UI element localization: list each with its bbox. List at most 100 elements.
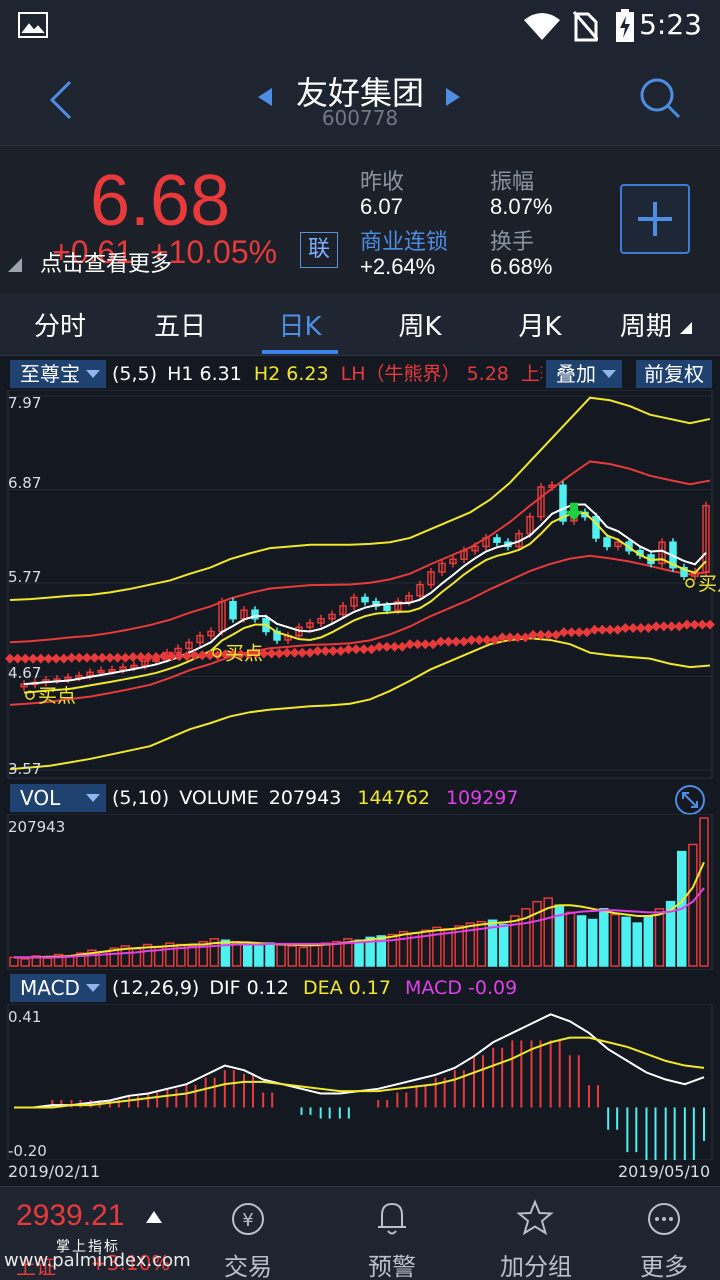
vol-indicator-select[interactable]: VOL: [10, 784, 106, 812]
nav-trade[interactable]: ¥ 交易: [176, 1187, 320, 1280]
lh-diamond: [181, 651, 192, 662]
lh-diamond: [151, 651, 162, 662]
main-indicator-select[interactable]: 至尊宝: [10, 360, 106, 388]
nav-alert[interactable]: 预警: [320, 1187, 464, 1280]
lh-diamond: [428, 639, 439, 650]
tab-five-day[interactable]: 五日: [153, 312, 206, 342]
candle: [680, 566, 688, 577]
add-watchlist-button[interactable]: [620, 184, 690, 254]
arrow-up-icon: [146, 1211, 162, 1223]
macd-y-bottom: -0.20: [8, 1142, 47, 1160]
y-label-2: 6.87: [8, 474, 42, 492]
volume-bar: [9, 956, 19, 967]
lh-diamond: [112, 652, 123, 663]
lh-diamond: [435, 636, 446, 647]
volume-bar: [621, 916, 631, 967]
overlay-button[interactable]: 叠加: [546, 360, 622, 388]
volume-frame: [7, 814, 713, 970]
lh-diamond: [451, 636, 462, 647]
volume-bar: [53, 953, 64, 967]
lh-diamond: [389, 641, 400, 652]
date-start: 2019/02/11: [8, 1162, 101, 1181]
tab-intraday[interactable]: 分时: [33, 312, 86, 342]
buy-point-label: 买点: [38, 685, 76, 707]
candle: [229, 600, 237, 620]
amplitude-label: 振幅: [490, 170, 535, 195]
search-icon[interactable]: [638, 76, 682, 120]
lh-diamond: [5, 653, 15, 664]
lh-diamond: [89, 652, 100, 663]
lh-diamond: [620, 623, 631, 634]
kline-chart[interactable]: 买点买点买点: [0, 390, 720, 780]
lh-diamond: [358, 644, 369, 655]
prev-stock-icon[interactable]: [258, 88, 272, 106]
sector-link[interactable]: 商业连锁: [360, 230, 449, 255]
main-legend-lh: LH（牛熊界） 5.28: [340, 363, 509, 385]
candle: [614, 541, 622, 548]
candle: [130, 664, 138, 669]
lh-diamond: [374, 641, 385, 652]
lh-diamond: [220, 649, 231, 660]
candle: [460, 549, 468, 560]
candle: [361, 596, 369, 603]
macd-frame: [7, 1004, 713, 1160]
turnover-value: 6.68%: [490, 254, 553, 279]
nav-more[interactable]: 更多: [608, 1187, 720, 1280]
tab-monthly-k[interactable]: 月K: [518, 312, 562, 342]
lh-diamond: [405, 639, 415, 650]
lh-diamond: [297, 647, 308, 658]
lh-diamond: [489, 634, 500, 645]
volume-bar: [242, 943, 253, 967]
lh-diamond: [43, 653, 54, 664]
volume-bar: [654, 908, 665, 967]
linked-button[interactable]: 联: [300, 232, 338, 268]
lh-diamond: [343, 644, 354, 655]
lh-diamond: [312, 646, 323, 656]
volume-bar: [510, 915, 520, 967]
active-tab-indicator: [262, 350, 338, 354]
volume-bar: [209, 938, 220, 967]
kline-grid: [8, 395, 712, 771]
lh-diamond: [212, 650, 223, 661]
lh-diamond: [481, 634, 492, 645]
nav-add-group[interactable]: 加分组: [464, 1187, 608, 1280]
nav-add-group-label: 加分组: [500, 1253, 572, 1280]
volume-bar: [599, 908, 609, 967]
overlay-label: 叠加: [556, 362, 596, 386]
prev-close-value: 6.07: [360, 194, 403, 219]
sector-change: +2.64%: [360, 254, 436, 279]
lh-diamond: [628, 623, 639, 634]
lh-diamond: [189, 650, 200, 661]
lh-diamond: [543, 629, 554, 640]
battery-charging-icon: [616, 9, 634, 42]
lh-diamond: [351, 644, 362, 655]
back-icon[interactable]: [46, 80, 74, 120]
volume-bar: [521, 908, 531, 967]
candle: [119, 666, 127, 671]
index-ticker[interactable]: 2939.21 上证 +3.10%: [0, 1187, 190, 1280]
macd-indicator-select[interactable]: MACD: [10, 974, 106, 1002]
tab-daily-k[interactable]: 日K: [278, 312, 322, 342]
tab-period[interactable]: 周期: [606, 306, 706, 343]
tab-weekly-k[interactable]: 周K: [398, 312, 442, 342]
macd-chart[interactable]: [0, 1004, 720, 1160]
volume-chart[interactable]: [0, 814, 720, 970]
macd-legend-dea: DEA 0.17: [302, 977, 391, 999]
y-label-3: 5.77: [8, 568, 42, 586]
lh-diamond: [328, 646, 339, 656]
index-name: 上证: [16, 1255, 56, 1279]
lower-mid-line: [9, 554, 711, 706]
view-more-tip[interactable]: 点击查看更多: [40, 252, 173, 277]
lh-diamond: [674, 621, 685, 632]
volume-bar: [42, 957, 53, 967]
lh-diamond: [528, 629, 539, 640]
fullscreen-icon[interactable]: [674, 784, 706, 816]
star-icon: [516, 1199, 554, 1236]
main-indicator-label: 至尊宝: [20, 362, 80, 386]
lh-diamond: [681, 619, 692, 630]
candle: [207, 630, 215, 637]
volume-bar: [632, 922, 642, 967]
next-stock-icon[interactable]: [446, 88, 460, 106]
candle: [537, 486, 545, 518]
adjust-button[interactable]: 前复权: [636, 360, 712, 388]
